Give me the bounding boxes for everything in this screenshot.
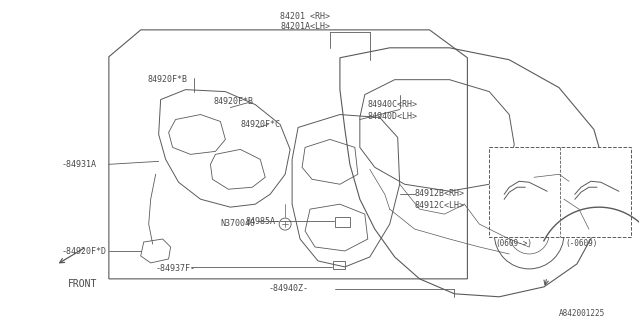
Text: 84940C<RH>: 84940C<RH> (368, 100, 418, 108)
Text: FRONT: FRONT (68, 279, 97, 289)
Bar (490, 148, 631, 237)
Bar (335, 217, 350, 227)
Bar (333, 261, 345, 269)
Text: 84940D<LH>: 84940D<LH> (368, 112, 418, 121)
Text: N370040: N370040 (220, 219, 255, 228)
Text: 84920F*B: 84920F*B (148, 75, 188, 84)
Text: 84920F*B: 84920F*B (213, 97, 253, 106)
Text: 84201 <RH>: 84201 <RH> (280, 12, 330, 21)
Text: 84920F*C: 84920F*C (241, 119, 280, 129)
Text: -84940Z-: -84940Z- (268, 284, 308, 293)
Text: 84912B<RH>: 84912B<RH> (415, 189, 465, 198)
Text: 84985A-: 84985A- (245, 217, 280, 226)
Text: 84912C<LH>: 84912C<LH> (415, 201, 465, 210)
Text: -84931A: -84931A (61, 160, 96, 169)
Text: -84937F-: -84937F- (156, 264, 196, 273)
Text: (-0609): (-0609) (565, 239, 597, 248)
Text: -84920F*D: -84920F*D (61, 247, 106, 256)
Text: (0609->): (0609->) (495, 239, 532, 248)
Text: A842001225: A842001225 (559, 309, 605, 318)
Text: 84201A<LH>: 84201A<LH> (280, 22, 330, 31)
